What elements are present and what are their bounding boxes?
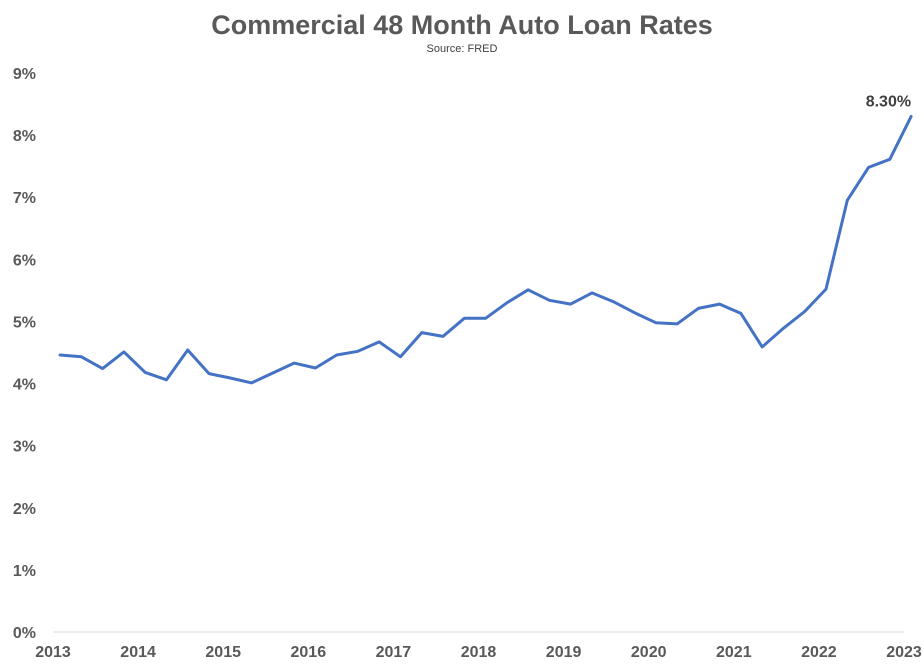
x-tick-label: 2017	[376, 644, 412, 661]
y-tick-label: 5%	[13, 314, 36, 331]
y-tick-label: 9%	[13, 66, 36, 83]
y-tick-label: 6%	[13, 252, 36, 269]
y-tick-label: 3%	[13, 439, 36, 456]
x-tick-label: 2015	[205, 644, 241, 661]
y-tick-label: 8%	[13, 128, 36, 145]
y-tick-label: 1%	[13, 563, 36, 580]
x-tick-label: 2016	[291, 644, 327, 661]
annotations: 8.30%	[866, 93, 911, 110]
y-axis: 0% 1% 2% 3% 4% 5% 6% 7% 8% 9%	[13, 66, 36, 642]
series-line	[58, 115, 913, 385]
y-tick-label: 7%	[13, 190, 36, 207]
x-tick-label: 2022	[801, 644, 837, 661]
x-tick-label: 2014	[120, 644, 156, 661]
data-label: 8.30%	[866, 93, 911, 110]
plot-area	[58, 115, 913, 385]
x-tick-label: 2013	[35, 644, 71, 661]
x-tick-label: 2023	[886, 644, 922, 661]
y-tick-label: 4%	[13, 377, 36, 394]
x-tick-label: 2021	[716, 644, 752, 661]
y-tick-label: 0%	[13, 625, 36, 642]
x-axis: 2013 2014 2015 2016 2017 2018 2019 2020 2021 2022…	[35, 631, 922, 661]
x-tick-label: 2020	[631, 644, 667, 661]
chart-title: Commercial 48 Month Auto Loan Rates	[211, 10, 713, 40]
chart-subtitle: Source: FRED	[426, 43, 498, 55]
x-tick-label: 2018	[461, 644, 497, 661]
x-tick-label: 2019	[546, 644, 582, 661]
y-tick-label: 2%	[13, 501, 36, 518]
